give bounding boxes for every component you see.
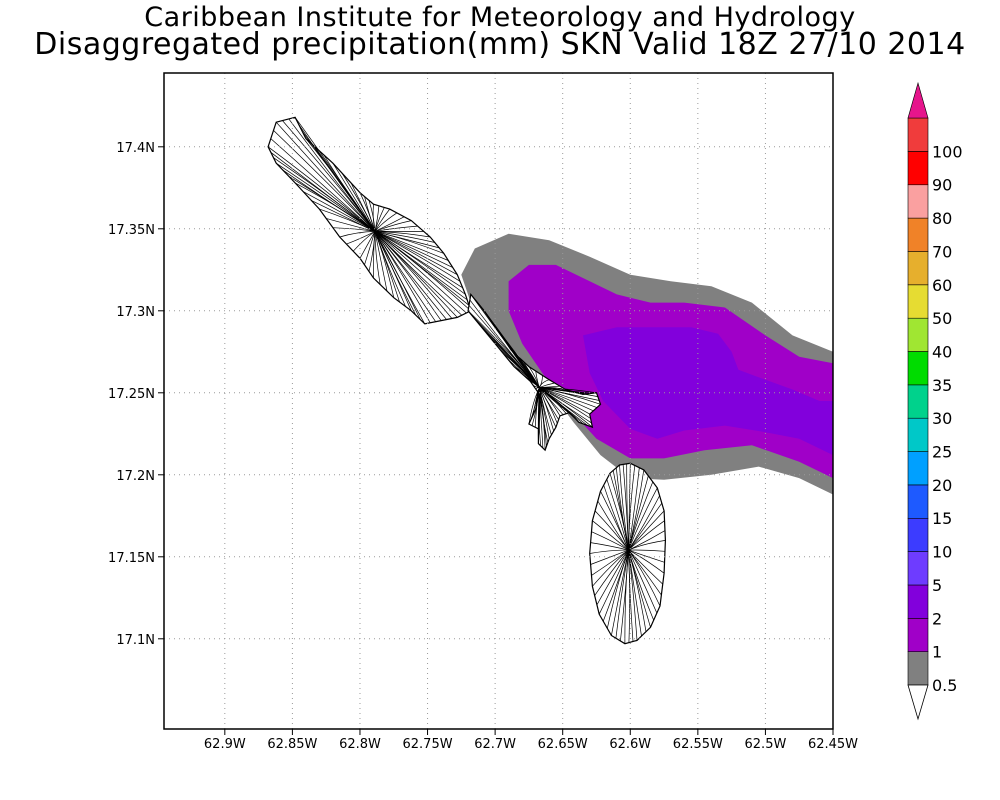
island-st-kitts-peninsula: [467, 292, 602, 452]
colorbar-under-arrow: [907, 684, 929, 721]
colorbar-swatch: [907, 151, 929, 186]
colorbar-swatch: [907, 484, 929, 519]
colorbar-swatch: [907, 651, 929, 686]
colorbar-label: 35: [932, 376, 952, 395]
colorbar-swatch: [907, 517, 929, 552]
colorbar-label: 25: [932, 443, 952, 462]
colorbar-swatch: [907, 217, 929, 252]
island-nevis: [589, 462, 667, 645]
colorbar-swatch: [907, 617, 929, 652]
colorbar-over-arrow: [907, 81, 929, 119]
axis-layer: 62.9W 62.85W 62.8W 62.75W 62.7W 62.65W 62.6W 62…: [108, 141, 858, 752]
colorbar-label: 10: [932, 543, 952, 562]
colorbar-swatch: [907, 317, 929, 352]
x-tick-label: 62.65W: [538, 737, 588, 752]
x-tick-label: 62.6W: [609, 737, 651, 752]
colorbar-label: 50: [932, 309, 952, 328]
colorbar-swatch: [907, 584, 929, 619]
x-tick-label: 62.7W: [474, 737, 516, 752]
y-tick-label: 17.3N: [116, 305, 155, 320]
x-tick-label: 62.85W: [267, 737, 317, 752]
x-tick-label: 62.75W: [403, 737, 453, 752]
colorbar-label: 0.5: [932, 676, 957, 695]
y-tick-label: 17.35N: [108, 223, 155, 238]
colorbar-swatch: [907, 417, 929, 452]
colorbar-label: 5: [932, 576, 942, 595]
y-tick-label: 17.1N: [116, 633, 155, 648]
colorbar-label: 40: [932, 343, 952, 362]
colorbar-label: 1: [932, 643, 942, 662]
colorbar-swatch: [907, 451, 929, 486]
colorbar-label: 15: [932, 509, 952, 528]
colorbar-label: 20: [932, 476, 952, 495]
y-tick-label: 17.2N: [116, 469, 155, 484]
colorbar-swatch: [907, 184, 929, 219]
x-tick-label: 62.5W: [745, 737, 787, 752]
colorbar-label: 30: [932, 409, 952, 428]
chart-subtitle: Disaggregated precipitation(mm) SKN Vali…: [34, 27, 966, 62]
map-frame: [163, 72, 834, 730]
colorbar-swatch: [907, 251, 929, 286]
chart-title: Caribbean Institute for Meteorology and …: [144, 2, 856, 33]
colorbar-label: 80: [932, 209, 952, 228]
x-tick-label: 62.9W: [204, 737, 246, 752]
y-tick-label: 17.25N: [108, 387, 155, 402]
precip-region-c2: [583, 327, 833, 456]
colorbar-label: 90: [932, 176, 952, 195]
colorbar-swatch: [907, 284, 929, 319]
x-tick-label: 62.55W: [673, 737, 723, 752]
y-tick-label: 17.4N: [116, 141, 155, 156]
x-tick-label: 62.8W: [339, 737, 381, 752]
colorbar-swatch: [907, 351, 929, 386]
x-tick-label: 62.45W: [808, 737, 858, 752]
island-st-kitts: [267, 116, 472, 325]
y-tick-label: 17.15N: [108, 551, 155, 566]
colorbar-label: 60: [932, 276, 952, 295]
colorbar-swatch: [907, 384, 929, 419]
island-layer: [267, 116, 667, 645]
colorbar-label: 2: [932, 609, 942, 628]
colorbar-swatch: [907, 551, 929, 586]
colorbar-label: 100: [932, 142, 963, 161]
colorbar-label: 70: [932, 242, 952, 261]
colorbar-swatch: [907, 117, 929, 152]
